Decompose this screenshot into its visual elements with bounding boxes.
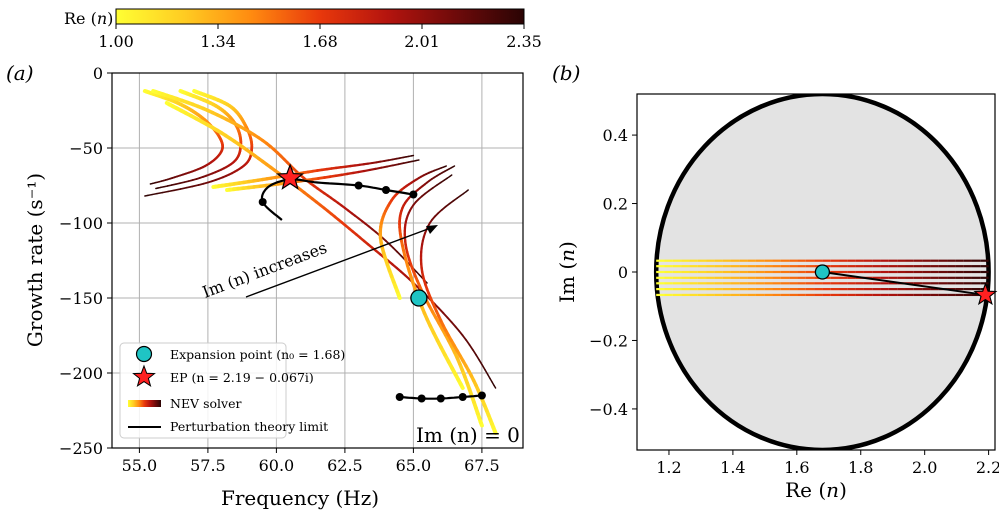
y-tick-label: −0.4: [589, 400, 628, 419]
y-tick-label: −100: [59, 214, 103, 233]
x-tick-label: 65.0: [396, 456, 432, 475]
nev-gradient-icon: [128, 400, 161, 407]
y-tick-label: −50: [69, 139, 103, 158]
exceptional-point-star-icon: [973, 282, 998, 306]
expansion-point-marker: [814, 264, 831, 280]
legend-nev-label: NEV solver: [170, 396, 241, 411]
panel-a-xlabel: Frequency (Hz): [221, 486, 379, 510]
x-tick-label: 62.5: [327, 456, 363, 475]
im-zero-label: Im (n) = 0: [416, 423, 520, 447]
x-tick-label: 1.8: [848, 458, 873, 477]
panel-a-grid: [112, 73, 523, 448]
perturbation-dot: [458, 393, 467, 401]
panel-b-ticks: 1.2 1.4 1.6 1.8 2.0 2.2 0.4 0.2 0 −0.2 −0.4: [589, 126, 999, 477]
legend-ep-label: EP (n = 2.19 − 0.067i): [170, 370, 314, 385]
colorbar-tick-label: 1.68: [302, 32, 338, 51]
x-tick-label: 67.5: [464, 456, 500, 475]
nev-curve: [225, 159, 420, 192]
panel-b-tag: (b): [552, 61, 580, 85]
colorbar-label: Re (n): [64, 9, 113, 28]
nev-curve: [403, 174, 484, 428]
y-tick-label: −250: [59, 439, 103, 458]
colorbar: Re (n) 1.00 1.34 1.68 2.01 2.35: [64, 8, 542, 51]
y-tick-label: −200: [59, 364, 103, 383]
panel-b: 1.2 1.4 1.6 1.8 2.0 2.2 0.4 0.2 0 −0.2 −0.4 Im (n)…: [555, 93, 999, 502]
perturbation-dot: [409, 190, 418, 199]
expansion-marker-icon: [135, 345, 153, 363]
panel-a-ylabel: Growth rate (s⁻¹): [23, 173, 47, 347]
colorbar-tick-label: 1.34: [200, 32, 236, 51]
x-tick-label: 1.6: [784, 458, 809, 477]
panel-a-perturbation: [258, 163, 486, 403]
colorbar-ticks: 1.00 1.34 1.68 2.01 2.35: [98, 24, 542, 51]
panel-b-markers: [814, 264, 998, 306]
perturbation-dot: [395, 393, 404, 401]
im-increases-annotation: Im (n) increases: [200, 225, 438, 302]
y-tick-label: 0: [618, 263, 628, 282]
arrowhead-icon: [426, 225, 438, 234]
im-increases-label: Im (n) increases: [200, 238, 330, 302]
x-tick-label: 2.2: [976, 458, 999, 477]
x-tick-label: 60.0: [259, 456, 295, 475]
ep-star-icon: [132, 364, 156, 388]
colorbar-gradient: [115, 8, 525, 25]
legend: Expansion point (n₀ = 1.68) EP (n = 2.19…: [119, 342, 345, 439]
legend-expansion-label: Expansion point (n₀ = 1.68): [170, 347, 345, 362]
colorbar-tick-label: 2.01: [404, 32, 440, 51]
perturbation-dot: [417, 394, 426, 403]
perturbation-dot: [354, 181, 363, 190]
y-tick-label: −0.2: [589, 331, 628, 350]
perturbation-dot: [382, 186, 390, 194]
panel-a-frame: [111, 72, 524, 449]
x-tick-label: 55.0: [122, 456, 158, 475]
panel-b-ylabel: Im (n): [555, 241, 579, 303]
y-tick-label: 0: [93, 64, 103, 83]
legend-pert-label: Perturbation theory limit: [170, 419, 328, 434]
perturbation-dot: [436, 394, 445, 403]
expansion-point-marker: [410, 289, 428, 307]
x-tick-label: 1.4: [720, 458, 745, 477]
panel-a-ticks: 55.0 57.5 60.0 62.5 65.0 67.5 0 −50 −100 −150 −200…: [59, 64, 500, 475]
y-tick-label: 0.2: [603, 195, 628, 214]
y-tick-label: −150: [59, 289, 103, 308]
perturbation-dot: [477, 391, 486, 400]
perturbation-dot: [258, 198, 267, 206]
y-tick-label: 0.4: [603, 126, 628, 145]
colorbar-tick-label: 2.35: [506, 32, 542, 51]
panel-a-tag: (a): [6, 61, 34, 85]
panel-a: Im (n) increases Im (n) = 0 55.0 57.5 60.0…: [23, 64, 524, 510]
x-tick-label: 1.2: [656, 458, 681, 477]
panel-b-xlabel: Re (n): [785, 478, 847, 502]
nev-curve: [398, 165, 465, 390]
x-tick-label: 57.5: [190, 456, 226, 475]
colorbar-tick-label: 1.00: [98, 32, 134, 51]
exceptional-point-star-icon: [276, 163, 305, 190]
legend-box: [119, 342, 287, 439]
im-increases-arrow: [245, 225, 437, 298]
x-tick-label: 2.0: [912, 458, 937, 477]
expansion-to-ep-line: [822, 271, 986, 296]
